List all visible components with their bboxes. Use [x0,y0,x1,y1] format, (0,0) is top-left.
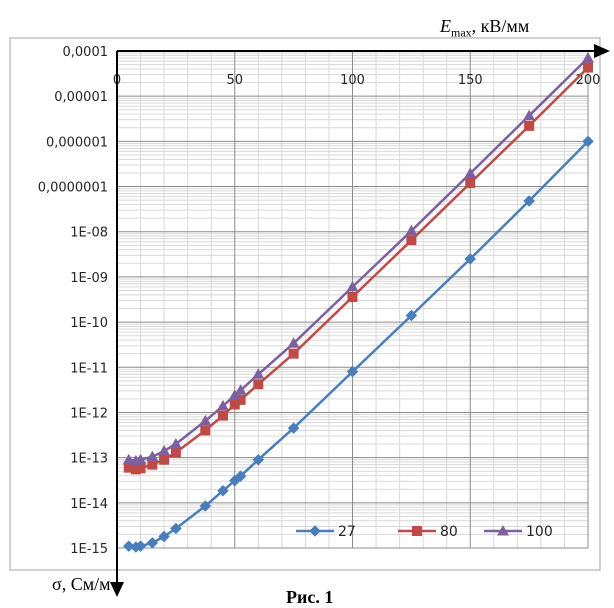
data-point [524,120,535,131]
data-point [235,394,246,405]
grid-major [116,50,589,549]
figure-caption: Рис. 1 [286,587,334,607]
y-tick-labels: 0,0001 0,00001 0,000001 0,0000001 1E-08 1E-09… [38,45,108,557]
series-27 [122,135,594,553]
data-point [147,459,158,470]
data-point [170,447,181,458]
data-point [406,235,417,246]
y-tick-label: 0,00001 [54,90,108,105]
data-point [229,399,240,410]
x-axis-arrow [594,44,610,58]
y-tick-label: 1E-09 [70,271,108,286]
data-point [582,51,594,63]
legend-label: 100 [526,524,553,540]
data-point [252,453,265,466]
data-point [234,470,247,482]
data-point [234,384,247,395]
data-point [464,167,477,178]
data-point [217,410,228,421]
x-tick-label: 200 [576,73,601,88]
data-point [464,253,477,265]
axes [110,44,610,597]
y-axis-arrow [110,582,124,597]
data-point [122,453,135,465]
data-point [582,135,594,148]
data-point [169,438,182,449]
legend-label: 27 [338,524,356,540]
y-axis-label: σ, См/м [52,574,111,594]
x-axis-label-main: E [440,16,451,36]
data-point [135,463,146,474]
data-point [346,280,359,292]
data-point [309,525,321,537]
x-axis-label-subscript: max [451,25,472,40]
data-point [287,337,300,348]
legend-entry-27: 27 [296,524,356,540]
series-80 [123,62,593,475]
data-point [158,530,170,543]
data-point [146,536,159,549]
data-point [199,500,212,512]
data-point [217,484,229,497]
y-tick-label: 1E-14 [70,497,108,512]
data-point [122,540,135,552]
data-point [347,291,358,302]
legend-entry-100: 100 [484,524,553,540]
data-point [253,379,264,390]
x-tick-labels: 050100150200 [113,73,601,88]
data-point [134,540,147,552]
y-tick-label: 0,0001 [63,45,109,60]
series-line-100 [128,57,589,463]
data-point [465,177,476,188]
y-tick-label: 1E-08 [70,226,108,241]
data-point [405,309,418,322]
data-point [134,453,147,465]
chart-border [9,37,601,571]
x-axis-label-unit: , кВ/мм [471,16,530,36]
legend-label: 80 [440,524,458,540]
data-point [228,389,241,400]
y-tick-label: 1E-12 [70,406,108,421]
data-point [252,368,265,379]
data-point [497,525,509,536]
y-tick-label: 1E-15 [70,542,108,557]
data-point [346,365,359,378]
series-100 [122,51,594,466]
y-tick-label: 0,0000001 [38,181,108,196]
series [122,51,594,553]
data-point [216,399,229,411]
data-point [170,522,182,535]
data-point [158,445,171,456]
x-tick-label: 100 [340,73,365,88]
x-tick-label: 150 [458,73,483,88]
data-point [523,195,535,207]
data-point [412,526,422,536]
data-point [288,348,299,359]
data-point [583,62,593,73]
y-tick-label: 1E-11 [70,361,108,376]
legend: 27 80 100 [296,524,553,540]
legend-entry-80: 80 [398,524,458,540]
x-tick-label: 50 [226,73,243,88]
data-point [405,224,418,236]
y-tick-label: 1E-10 [70,316,108,331]
data-point [146,450,159,462]
data-point [159,454,170,465]
series-line-27 [128,140,589,549]
data-point [199,414,212,426]
data-point [287,422,300,434]
data-point [523,109,536,121]
data-point [123,462,134,473]
y-tick-label: 0,000001 [46,135,108,150]
x-axis-label: Emax, кВ/мм [440,16,529,41]
data-point [200,425,211,436]
y-tick-label: 1E-13 [70,452,108,467]
